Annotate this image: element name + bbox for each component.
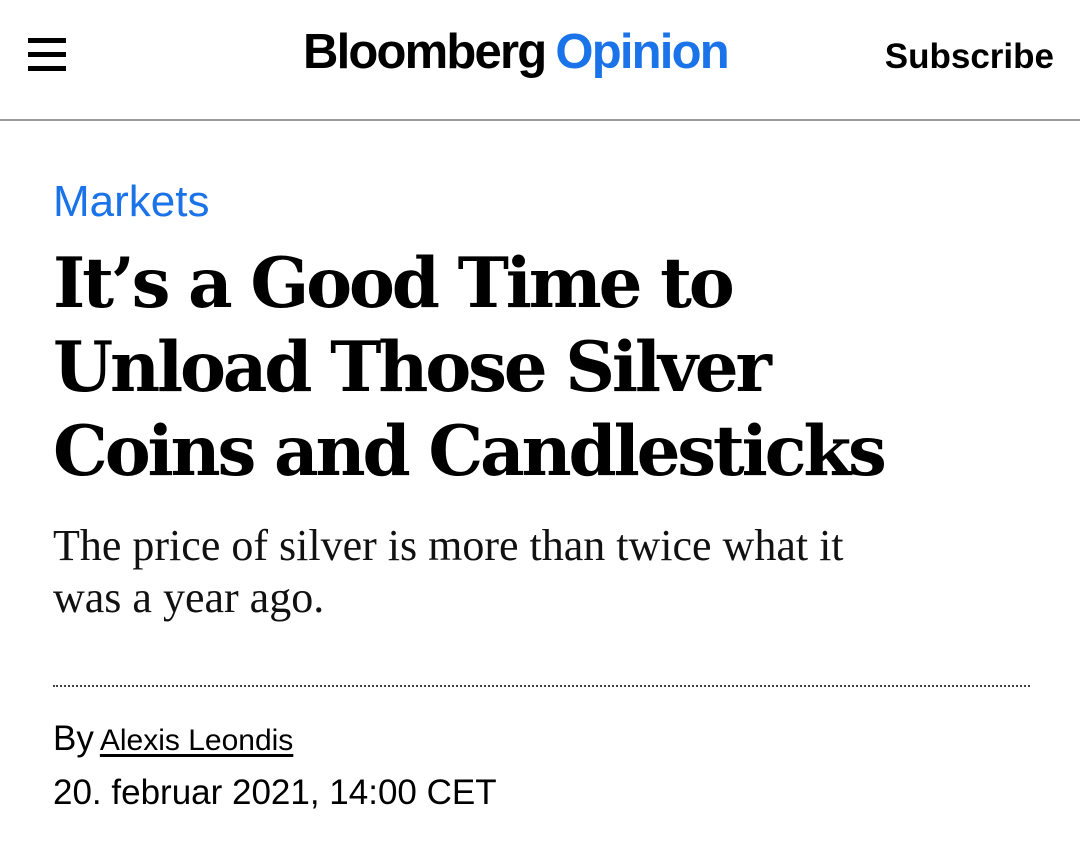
byline: By Alexis Leondis [53,718,293,762]
byline-prefix: By [53,719,94,758]
menu-line-top [28,38,66,43]
headline-line: Coins and Candlesticks [53,411,887,492]
logo-opinion: Opinion [555,25,729,79]
hamburger-menu-icon[interactable] [28,38,66,72]
author-link[interactable]: Alexis Leondis [99,724,294,757]
dek-line: was a year ago. [53,573,325,622]
headline-line: It’s a Good Time to [53,243,735,324]
dotted-divider [53,685,1030,687]
menu-line-middle [28,52,66,57]
publish-date: 20. februar 2021, 14:00 CET [53,773,497,812]
logo-brand: Bloomberg [303,25,547,79]
menu-line-bottom [28,66,66,71]
article-dek: The price of silver is more than twice w… [53,520,1053,624]
subscribe-button[interactable]: Subscribe [884,37,1054,76]
dek-line: The price of silver is more than twice w… [53,521,844,570]
top-bar: Bloomberg Opinion Subscribe [0,0,1080,121]
article-headline: It’s a Good Time to Unload Those Silver … [53,242,1053,494]
headline-line: Unload Those Silver [53,327,772,408]
bloomberg-opinion-logo[interactable]: Bloomberg Opinion [303,22,730,82]
section-link-markets[interactable]: Markets [53,177,210,226]
